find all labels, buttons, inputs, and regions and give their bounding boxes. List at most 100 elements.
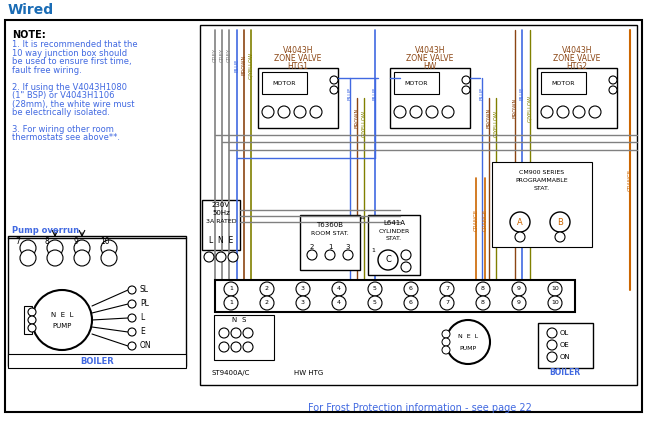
- Circle shape: [47, 250, 63, 266]
- Text: BLUE: BLUE: [347, 87, 353, 100]
- Text: For Frost Protection information - see page 22: For Frost Protection information - see p…: [308, 403, 532, 413]
- Circle shape: [74, 250, 90, 266]
- Circle shape: [440, 282, 454, 296]
- Text: 3: 3: [345, 244, 350, 250]
- Text: HTG2: HTG2: [567, 62, 587, 70]
- Bar: [8, 236, 186, 366]
- Text: BROWN: BROWN: [241, 55, 247, 75]
- Text: 50Hz: 50Hz: [212, 210, 230, 216]
- Text: ON: ON: [140, 341, 151, 351]
- Circle shape: [442, 106, 454, 118]
- Circle shape: [394, 106, 406, 118]
- Circle shape: [224, 296, 238, 310]
- Circle shape: [547, 328, 557, 338]
- Circle shape: [28, 316, 36, 324]
- Text: 2: 2: [310, 244, 314, 250]
- Circle shape: [243, 328, 253, 338]
- Circle shape: [609, 86, 617, 94]
- Text: ST9400A/C: ST9400A/C: [212, 370, 250, 376]
- Bar: [537, 68, 617, 128]
- Text: 2: 2: [265, 300, 269, 306]
- Circle shape: [550, 212, 570, 232]
- Text: G/YELLOW: G/YELLOW: [494, 109, 498, 137]
- Bar: [492, 162, 592, 247]
- Circle shape: [294, 106, 306, 118]
- Bar: [541, 72, 586, 94]
- Text: 7: 7: [445, 300, 449, 306]
- Text: GREY: GREY: [212, 48, 217, 62]
- Text: ORANGE: ORANGE: [483, 209, 487, 231]
- Circle shape: [260, 296, 274, 310]
- Circle shape: [547, 340, 557, 350]
- Text: 1. It is recommended that the: 1. It is recommended that the: [12, 40, 138, 49]
- Text: BLUE: BLUE: [479, 87, 485, 100]
- Circle shape: [368, 282, 382, 296]
- Text: MOTOR: MOTOR: [404, 81, 428, 86]
- Text: N: N: [232, 317, 237, 323]
- Circle shape: [20, 250, 36, 266]
- Circle shape: [330, 76, 338, 84]
- Text: OL: OL: [560, 330, 569, 336]
- Circle shape: [243, 342, 253, 352]
- Text: V4043H: V4043H: [562, 46, 592, 54]
- Circle shape: [609, 76, 617, 84]
- Text: 10 way junction box should: 10 way junction box should: [12, 49, 127, 57]
- Text: 2. If using the V4043H1080: 2. If using the V4043H1080: [12, 82, 127, 92]
- Text: BROWN: BROWN: [355, 108, 360, 128]
- Circle shape: [343, 250, 353, 260]
- Text: (1" BSP) or V4043H1106: (1" BSP) or V4043H1106: [12, 91, 115, 100]
- Text: GREY: GREY: [226, 48, 232, 62]
- Text: 1: 1: [371, 247, 375, 252]
- Circle shape: [401, 262, 411, 272]
- Text: 3: 3: [301, 287, 305, 292]
- Text: CYLINDER: CYLINDER: [378, 228, 410, 233]
- Circle shape: [548, 282, 562, 296]
- Circle shape: [216, 252, 226, 262]
- Text: 3A RATED: 3A RATED: [206, 219, 236, 224]
- Text: BOILER: BOILER: [80, 357, 114, 365]
- Text: ON: ON: [560, 354, 571, 360]
- Text: BLUE: BLUE: [234, 58, 239, 72]
- Circle shape: [260, 282, 274, 296]
- Circle shape: [512, 282, 526, 296]
- Bar: [368, 215, 420, 275]
- Text: 3: 3: [301, 300, 305, 306]
- Text: 2: 2: [265, 287, 269, 292]
- Text: 1: 1: [328, 244, 333, 250]
- Text: ZONE VALVE: ZONE VALVE: [553, 54, 600, 62]
- Bar: [538, 323, 593, 368]
- Circle shape: [512, 296, 526, 310]
- Circle shape: [462, 86, 470, 94]
- Circle shape: [410, 106, 422, 118]
- Text: G/YELLOW: G/YELLOW: [248, 51, 254, 78]
- Circle shape: [128, 342, 136, 350]
- Text: L641A: L641A: [383, 220, 405, 226]
- Text: 3. For wiring other room: 3. For wiring other room: [12, 125, 114, 134]
- Text: HTG1: HTG1: [287, 62, 309, 70]
- Text: B: B: [557, 217, 563, 227]
- Text: 8: 8: [45, 236, 49, 246]
- Circle shape: [101, 250, 117, 266]
- Circle shape: [74, 240, 90, 256]
- Circle shape: [401, 250, 411, 260]
- Circle shape: [224, 282, 238, 296]
- Text: 1: 1: [229, 287, 233, 292]
- Circle shape: [476, 296, 490, 310]
- Circle shape: [219, 328, 229, 338]
- Text: STAT.: STAT.: [386, 235, 402, 241]
- Text: G/YELLOW: G/YELLOW: [362, 109, 366, 137]
- Circle shape: [446, 320, 490, 364]
- Circle shape: [515, 232, 525, 242]
- Text: 8: 8: [481, 287, 485, 292]
- Circle shape: [128, 314, 136, 322]
- Text: L  N  E: L N E: [209, 235, 233, 244]
- Text: MOTOR: MOTOR: [551, 81, 575, 86]
- Text: 9: 9: [517, 287, 521, 292]
- Circle shape: [231, 342, 241, 352]
- Circle shape: [47, 240, 63, 256]
- Text: fault free wiring.: fault free wiring.: [12, 65, 82, 75]
- Text: BROWN: BROWN: [487, 108, 492, 128]
- Text: NOTE:: NOTE:: [12, 30, 46, 40]
- Text: 4: 4: [337, 287, 341, 292]
- Circle shape: [510, 212, 530, 232]
